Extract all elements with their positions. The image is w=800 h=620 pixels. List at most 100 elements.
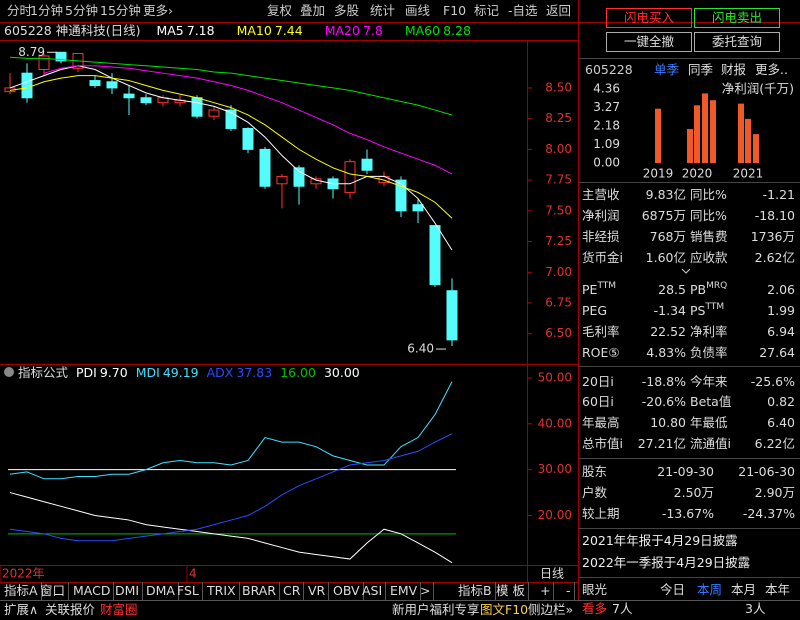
candle-body bbox=[55, 51, 67, 62]
status-item[interactable]: 关联报价 bbox=[45, 602, 96, 617]
indicator-tab[interactable]: MACD bbox=[73, 582, 115, 600]
ma-legend: MA20 7.8 bbox=[325, 22, 389, 40]
trade-button[interactable]: 一键全撤 bbox=[606, 32, 692, 52]
candle-body bbox=[259, 148, 271, 187]
series-line bbox=[9, 75, 453, 219]
toolbar-button[interactable]: 统计 bbox=[370, 3, 396, 18]
trade-button[interactable]: 闪电卖出 bbox=[694, 8, 780, 28]
finance-tab[interactable]: 同季 bbox=[688, 62, 714, 77]
reference-label: 30.00 bbox=[323, 365, 360, 380]
indicator-tab[interactable]: 模 板 bbox=[496, 582, 529, 600]
x-tick-label: 4 bbox=[189, 567, 197, 581]
metric-value: 2.62亿 bbox=[754, 250, 795, 265]
metric-label: ROE⑤ bbox=[582, 345, 620, 360]
toolbar-button[interactable]: 叠加 bbox=[300, 3, 326, 18]
legend-value: 7.8 bbox=[362, 23, 383, 38]
indicator-tab[interactable]: 指标B bbox=[458, 582, 496, 600]
metric-value: 6.22亿 bbox=[754, 436, 795, 451]
candle-body bbox=[395, 179, 407, 212]
indicator-tab[interactable]: > bbox=[420, 582, 435, 600]
stock-code: 605228 bbox=[585, 62, 633, 77]
indicator-tab[interactable]: DMA bbox=[146, 582, 179, 600]
status-item[interactable]: 财富圈 bbox=[100, 602, 138, 617]
y-tick-label: 7.25 bbox=[545, 234, 572, 248]
finance-tab[interactable]: 财报 bbox=[721, 62, 747, 77]
toolbar-button[interactable]: 1分钟 bbox=[30, 3, 63, 18]
y-tick-label: 0.00 bbox=[593, 156, 620, 170]
frame bbox=[0, 0, 800, 601]
metric-value: -1.34 bbox=[653, 303, 686, 318]
bar bbox=[753, 134, 759, 163]
status-item[interactable]: 扩展∧ bbox=[4, 602, 39, 617]
opinion-period[interactable]: 本年 bbox=[765, 582, 791, 597]
series-line bbox=[9, 56, 453, 116]
toolbar-button[interactable]: 复权 bbox=[267, 3, 293, 18]
toolbar-button[interactable]: -自选 bbox=[508, 3, 538, 18]
bar bbox=[738, 103, 744, 163]
indicator-tab[interactable]: 指标A bbox=[4, 582, 42, 600]
indicator-tab[interactable]: EMV bbox=[390, 582, 422, 600]
trade-button[interactable]: 委托查询 bbox=[694, 32, 780, 52]
indicator-tab[interactable]: - bbox=[566, 582, 575, 600]
candle-body bbox=[446, 290, 458, 341]
holder-value: 2.90万 bbox=[754, 485, 795, 500]
indicator-tab[interactable]: OBV bbox=[333, 582, 364, 600]
holder-value: 21-09-30 bbox=[657, 464, 714, 479]
indicator-tab[interactable]: FSL bbox=[177, 582, 203, 600]
x-tick-label: 2022年 bbox=[2, 567, 45, 581]
indicator-tab[interactable]: VR bbox=[308, 582, 330, 600]
metric-value: 768万 bbox=[649, 229, 686, 244]
opinion-period[interactable]: 本周 bbox=[697, 582, 723, 597]
metric-label: 销售费 bbox=[690, 229, 728, 244]
toolbar-button[interactable]: 更多› bbox=[143, 3, 173, 18]
opinion-period[interactable]: 今日 bbox=[660, 582, 686, 597]
finance-tab[interactable]: 更多.. bbox=[755, 62, 788, 77]
toolbar-button[interactable]: 多股 bbox=[334, 3, 360, 18]
y-tick-label: 7.00 bbox=[545, 265, 572, 279]
indicator-tab[interactable]: + bbox=[540, 582, 555, 600]
metric-label: PSTTM bbox=[690, 302, 724, 320]
metric-value: 6875万 bbox=[641, 208, 686, 223]
toolbar-button[interactable]: 标记 bbox=[474, 3, 500, 18]
indicator-tab[interactable]: TRIX bbox=[207, 582, 240, 600]
toolbar-button[interactable]: 5分钟 bbox=[65, 3, 98, 18]
x-tick-label: 2021 bbox=[733, 167, 764, 181]
ma-legend: MA10 7.44 bbox=[237, 22, 309, 40]
metric-label-sup: TTM bbox=[705, 302, 725, 312]
indicator-tab[interactable]: CR bbox=[283, 582, 305, 600]
toolbar-button[interactable]: F10 bbox=[443, 3, 467, 18]
metric-value: 27.64 bbox=[759, 345, 795, 360]
metric-value: -20.6% bbox=[641, 394, 686, 409]
notice: 2021年年报于4月29日披露 bbox=[582, 533, 738, 548]
indicator-tab[interactable]: BRAR bbox=[242, 582, 280, 600]
finance-tab[interactable]: 单季 bbox=[654, 62, 680, 77]
toolbar-button[interactable]: 画线 bbox=[405, 3, 431, 18]
metric-label-sup: MRQ bbox=[706, 281, 728, 291]
metric-label: 负债率 bbox=[690, 345, 728, 360]
status-item[interactable]: 新用户福利专享 bbox=[392, 602, 480, 617]
indicator-tab[interactable]: DMI bbox=[115, 582, 144, 600]
metric-value: 1.99 bbox=[767, 303, 795, 318]
metric-label: 非经损 bbox=[582, 229, 620, 244]
opinion-period[interactable]: 本月 bbox=[731, 582, 757, 597]
bar bbox=[745, 118, 751, 163]
candle-body bbox=[123, 93, 135, 99]
trade-button[interactable]: 闪电买入 bbox=[606, 8, 692, 28]
legend-name: MDI bbox=[135, 365, 160, 380]
legend-value: 8.28 bbox=[443, 23, 471, 38]
toolbar-button[interactable]: 返回 bbox=[546, 3, 572, 18]
y-tick-label: 40.00 bbox=[538, 416, 572, 430]
indicator-tab[interactable]: 窗口 bbox=[40, 582, 70, 600]
ma-legend: MA60 8.28 bbox=[405, 22, 477, 40]
toolbar-button[interactable]: 15分钟 bbox=[100, 3, 141, 18]
indicator-tab[interactable]: ASI bbox=[362, 582, 387, 600]
metric-value: 22.52 bbox=[650, 324, 686, 339]
indicator-legend: PDI 9.70 bbox=[76, 364, 128, 382]
status-item[interactable]: 图文F10 bbox=[480, 602, 529, 617]
candle-body bbox=[412, 204, 424, 212]
y-tick-label: 1.09 bbox=[593, 137, 620, 151]
legend-name: MA5 bbox=[156, 23, 184, 38]
toolbar-button[interactable]: 分时 bbox=[7, 3, 33, 18]
status-item[interactable]: 侧边栏» bbox=[528, 602, 574, 617]
